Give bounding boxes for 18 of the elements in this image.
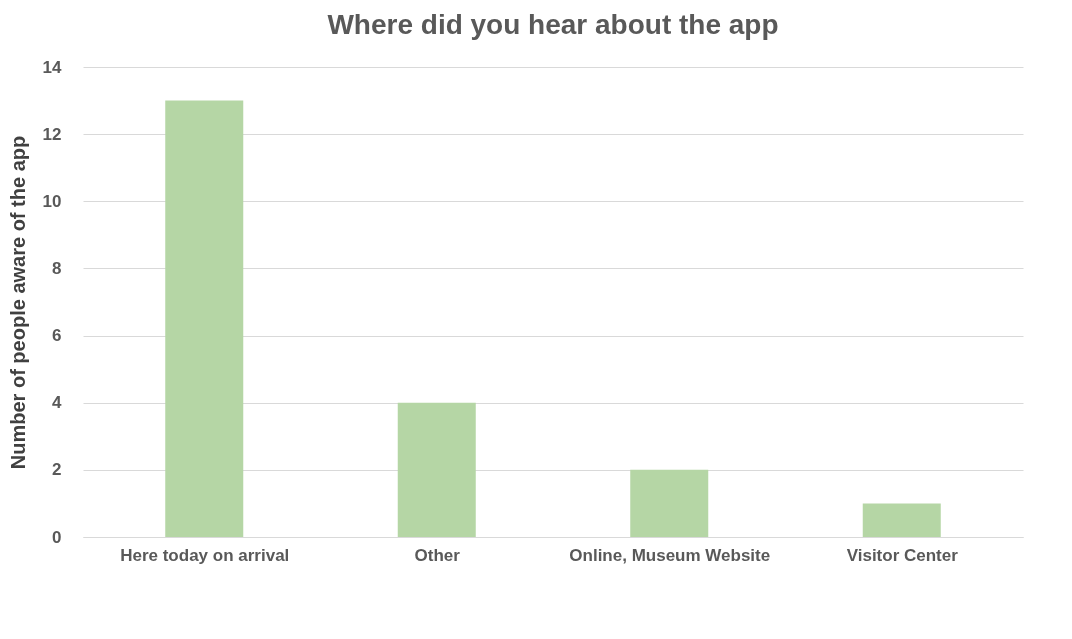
chart-title: Where did you hear about the app (327, 9, 779, 40)
y-tick-label: 6 (52, 326, 62, 346)
y-tick-label: 4 (52, 393, 63, 413)
x-tick-label: Visitor Center (846, 545, 959, 565)
y-tick-label: 0 (52, 527, 62, 547)
y-tick-label: 2 (52, 460, 62, 480)
bar (862, 503, 941, 537)
y-tick-label: 8 (52, 258, 62, 278)
y-tick-label: 14 (42, 57, 63, 77)
x-tick-label: Online, Museum Website (569, 545, 771, 565)
bar (165, 100, 244, 537)
bar (630, 469, 709, 537)
y-tick-label: 10 (42, 191, 62, 211)
y-axis-title: Number of people aware of the app (6, 135, 29, 470)
y-tick-label: 12 (42, 124, 62, 144)
x-tick-label: Here today on arrival (120, 545, 290, 565)
bar (397, 402, 476, 537)
x-tick-label: Other (414, 545, 461, 565)
